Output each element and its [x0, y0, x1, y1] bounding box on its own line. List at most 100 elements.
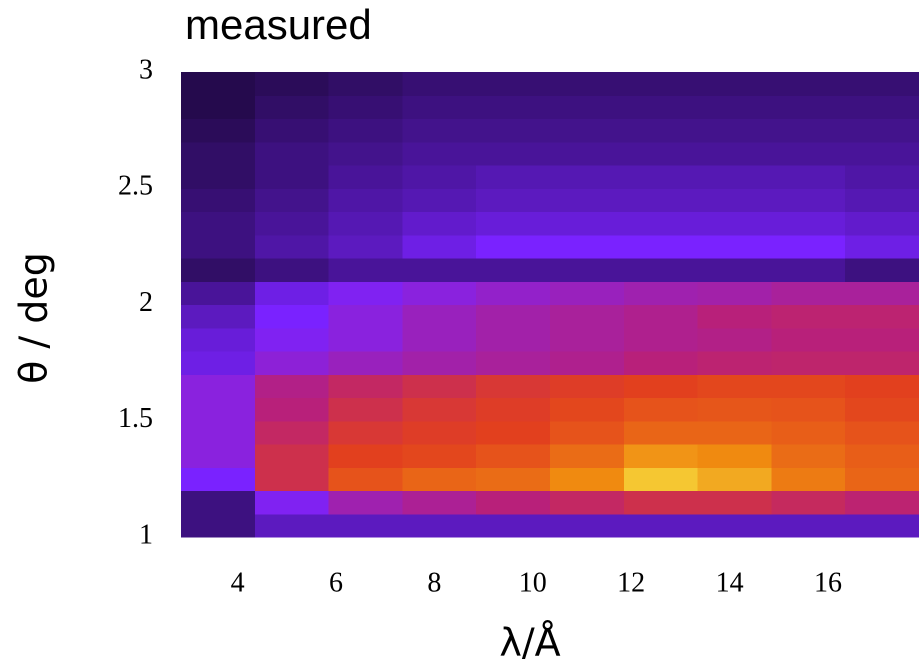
heatmap-cell: [254, 420, 330, 445]
heatmap-cell: [181, 420, 256, 445]
heatmap-cell: [697, 420, 772, 445]
heatmap-cell: [181, 95, 256, 119]
heatmap-cell: [181, 374, 256, 398]
heatmap-cell: [550, 327, 625, 352]
heatmap-cell: [623, 327, 699, 352]
heatmap-cell: [845, 188, 919, 212]
heatmap-cell: [402, 281, 477, 305]
heatmap-cell: [402, 72, 477, 96]
heatmap-cell: [697, 95, 772, 119]
heatmap-cell: [402, 304, 477, 329]
heatmap-cell: [254, 351, 330, 375]
heatmap-cell: [181, 211, 256, 236]
heatmap-cell: [845, 351, 919, 375]
heatmap-cell: [181, 281, 256, 305]
heatmap-cell: [328, 304, 403, 329]
heatmap-cell: [181, 327, 256, 352]
heatmap-cell: [476, 397, 551, 422]
heatmap-cell: [402, 118, 477, 143]
x-tick-label: 4: [231, 567, 245, 598]
heatmap-cell: [623, 513, 699, 538]
heatmap-cell: [623, 258, 699, 282]
heatmap-cell: [697, 211, 772, 236]
heatmap-cell: [402, 444, 477, 468]
heatmap-cell: [550, 304, 625, 329]
heatmap-cell: [697, 118, 772, 143]
heatmap-cell: [476, 513, 551, 538]
heatmap-cell: [476, 281, 551, 305]
heatmap-cell: [623, 281, 699, 305]
heatmap-cell: [476, 188, 551, 212]
heatmap-cell: [771, 490, 846, 515]
heatmap-cell: [254, 444, 330, 468]
heatmap-cell: [845, 165, 919, 189]
heatmap-cell: [402, 327, 477, 352]
heatmap-cell: [254, 188, 330, 212]
x-tick-label: 16: [814, 567, 842, 598]
heatmap-cell: [771, 258, 846, 282]
heatmap-cell: [623, 374, 699, 398]
heatmap-cell: [254, 258, 330, 282]
heatmap-cell: [550, 351, 625, 375]
heatmap-cell: [697, 281, 772, 305]
heatmap-cell: [328, 513, 403, 538]
heatmap-cell: [697, 304, 772, 329]
heatmap-cell: [623, 420, 699, 445]
heatmap-cell: [550, 72, 625, 96]
heatmap-cell: [254, 211, 330, 236]
y-tick-label: 1: [139, 519, 153, 550]
heatmap-cell: [550, 211, 625, 236]
heatmap-cell: [328, 165, 403, 189]
heatmap-cell: [254, 95, 330, 119]
heatmap-cell: [476, 304, 551, 329]
heatmap-cell: [181, 490, 256, 515]
heatmap-cell: [697, 258, 772, 282]
heatmap-cell: [697, 444, 772, 468]
heatmap-cell: [771, 165, 846, 189]
heatmap-cell: [328, 188, 403, 212]
heatmap-cell: [476, 420, 551, 445]
heatmap-cell: [476, 165, 551, 189]
heatmap-cell: [550, 513, 625, 538]
heatmap-cell: [402, 490, 477, 515]
heatmap-cell: [697, 513, 772, 538]
heatmap-cell: [771, 467, 846, 491]
y-tick-label: 2.5: [118, 171, 153, 202]
heatmap-cell: [328, 281, 403, 305]
heatmap-cell: [623, 118, 699, 143]
x-tick-label: 6: [329, 567, 343, 598]
heatmap-cell: [181, 467, 256, 491]
heatmap-cell: [771, 327, 846, 352]
y-axis-label: θ / deg: [12, 252, 56, 384]
heatmap-cell: [328, 234, 403, 259]
heatmap-cell: [402, 397, 477, 422]
heatmap-cell: [402, 467, 477, 491]
heatmap-cell: [476, 234, 551, 259]
heatmap-cell: [845, 374, 919, 398]
heatmap-cell: [771, 234, 846, 259]
heatmap-cell: [845, 327, 919, 352]
heatmap-cell: [845, 211, 919, 236]
heatmap-cell: [328, 444, 403, 468]
heatmap-cell: [771, 141, 846, 166]
heatmap-cell: [402, 211, 477, 236]
heatmap-cell: [550, 281, 625, 305]
heatmap-cell: [328, 397, 403, 422]
heatmap-cell: [402, 420, 477, 445]
heatmap-cell: [550, 420, 625, 445]
heatmap-cell: [550, 444, 625, 468]
heatmap-cell: [845, 95, 919, 119]
heatmap-cell: [254, 118, 330, 143]
heatmap-cell: [476, 141, 551, 166]
heatmap-cell: [402, 188, 477, 212]
heatmap-cell: [476, 444, 551, 468]
heatmap-cell: [845, 397, 919, 422]
heatmap-cell: [845, 420, 919, 445]
heatmap-cell: [697, 188, 772, 212]
heatmap-cell: [328, 490, 403, 515]
heatmap-cell: [771, 513, 846, 538]
heatmap-cell: [845, 258, 919, 282]
heatmap-cell: [328, 374, 403, 398]
heatmap-cell: [550, 374, 625, 398]
